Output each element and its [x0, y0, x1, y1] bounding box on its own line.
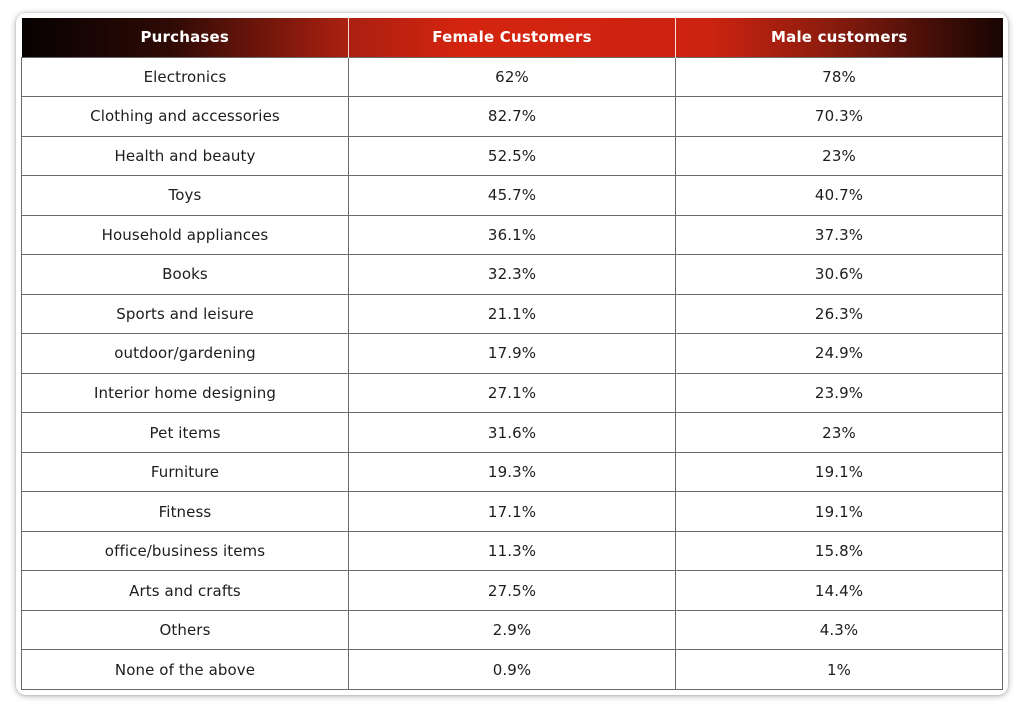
- female-value-cell: 36.1%: [348, 214, 676, 256]
- table-row: Arts and crafts 27.5% 14.4%: [21, 570, 1003, 611]
- purchase-category-cell: Toys: [21, 175, 349, 216]
- purchase-category-cell: Sports and leisure: [21, 293, 349, 335]
- female-value-cell: 19.3%: [348, 451, 676, 493]
- female-value-cell: 45.7%: [348, 175, 676, 216]
- male-value-cell: 70.3%: [675, 96, 1003, 137]
- male-value-cell: 19.1%: [675, 451, 1003, 493]
- male-value-cell: 14.4%: [675, 570, 1003, 611]
- female-value-cell: 21.1%: [348, 293, 676, 335]
- purchase-category-cell: outdoor/gardening: [21, 333, 349, 374]
- table-row: Electronics 62% 78%: [21, 56, 1003, 98]
- table-row: Fitness 17.1% 19.1%: [21, 491, 1003, 532]
- purchase-category-cell: Books: [21, 254, 349, 295]
- purchase-category-cell: Others: [21, 609, 349, 651]
- female-value-cell: 82.7%: [348, 96, 676, 137]
- purchase-category-cell: Furniture: [21, 451, 349, 493]
- purchases-by-gender-table: Purchases Female Customers Male customer…: [21, 18, 1003, 690]
- purchase-category-cell: Electronics: [21, 56, 349, 98]
- purchase-category-cell: None of the above: [21, 649, 349, 690]
- female-value-cell: 27.1%: [348, 372, 676, 414]
- header-cell-female-customers: Female Customers: [348, 18, 676, 57]
- table-row: Sports and leisure 21.1% 26.3%: [21, 293, 1003, 335]
- female-value-cell: 52.5%: [348, 135, 676, 177]
- female-value-cell: 2.9%: [348, 609, 676, 651]
- female-value-cell: 27.5%: [348, 570, 676, 611]
- table-body: Electronics 62% 78% Clothing and accesso…: [21, 56, 1003, 690]
- male-value-cell: 24.9%: [675, 333, 1003, 374]
- male-value-cell: 40.7%: [675, 175, 1003, 216]
- male-value-cell: 30.6%: [675, 254, 1003, 295]
- table-row: Furniture 19.3% 19.1%: [21, 451, 1003, 493]
- table-row: None of the above 0.9% 1%: [21, 649, 1003, 690]
- header-cell-male-customers: Male customers: [675, 18, 1003, 57]
- purchase-category-cell: Fitness: [21, 491, 349, 532]
- purchase-category-cell: office/business items: [21, 530, 349, 572]
- table-row: outdoor/gardening 17.9% 24.9%: [21, 333, 1003, 374]
- male-value-cell: 4.3%: [675, 609, 1003, 651]
- female-value-cell: 31.6%: [348, 412, 676, 453]
- male-value-cell: 23%: [675, 412, 1003, 453]
- male-value-cell: 15.8%: [675, 530, 1003, 572]
- table-card: Purchases Female Customers Male customer…: [16, 13, 1008, 695]
- table-row: Clothing and accessories 82.7% 70.3%: [21, 96, 1003, 137]
- male-value-cell: 23%: [675, 135, 1003, 177]
- table-row: Pet items 31.6% 23%: [21, 412, 1003, 453]
- male-value-cell: 23.9%: [675, 372, 1003, 414]
- male-value-cell: 19.1%: [675, 491, 1003, 532]
- female-value-cell: 32.3%: [348, 254, 676, 295]
- table-header-row: Purchases Female Customers Male customer…: [21, 18, 1003, 57]
- male-value-cell: 37.3%: [675, 214, 1003, 256]
- table-row: Books 32.3% 30.6%: [21, 254, 1003, 295]
- table-row: office/business items 11.3% 15.8%: [21, 530, 1003, 572]
- purchase-category-cell: Health and beauty: [21, 135, 349, 177]
- purchase-category-cell: Pet items: [21, 412, 349, 453]
- male-value-cell: 78%: [675, 56, 1003, 98]
- male-value-cell: 1%: [675, 649, 1003, 690]
- header-cell-purchases: Purchases: [140, 28, 230, 47]
- purchase-category-cell: Interior home designing: [21, 372, 349, 414]
- table-row: Others 2.9% 4.3%: [21, 609, 1003, 651]
- table-row: Household appliances 36.1% 37.3%: [21, 214, 1003, 256]
- female-value-cell: 17.9%: [348, 333, 676, 374]
- purchase-category-cell: Household appliances: [21, 214, 349, 256]
- table-row: Health and beauty 52.5% 23%: [21, 135, 1003, 177]
- table-row: Toys 45.7% 40.7%: [21, 175, 1003, 216]
- male-value-cell: 26.3%: [675, 293, 1003, 335]
- female-value-cell: 17.1%: [348, 491, 676, 532]
- female-value-cell: 0.9%: [348, 649, 676, 690]
- purchase-category-cell: Clothing and accessories: [21, 96, 349, 137]
- table-header: Purchases Female Customers Male customer…: [21, 18, 1003, 57]
- female-value-cell: 11.3%: [348, 530, 676, 572]
- table-row: Interior home designing 27.1% 23.9%: [21, 372, 1003, 414]
- female-value-cell: 62%: [348, 56, 676, 98]
- purchase-category-cell: Arts and crafts: [21, 570, 349, 611]
